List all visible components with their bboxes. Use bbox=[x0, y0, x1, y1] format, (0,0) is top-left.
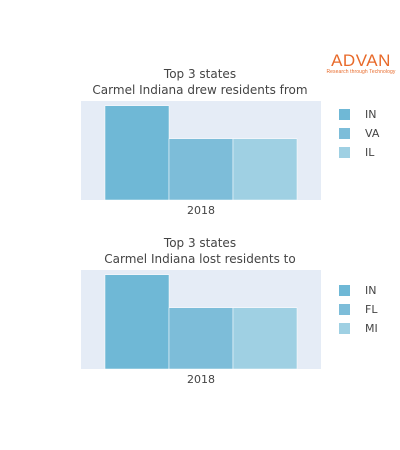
chart-2-legend-label-mi: MI bbox=[365, 322, 378, 335]
chart-1-legend-swatch-il bbox=[339, 147, 350, 158]
chart-2-bar-in bbox=[104, 274, 170, 370]
chart-1-legend-label-il: IL bbox=[365, 146, 375, 159]
chart-1-title: Top 3 states bbox=[163, 67, 236, 81]
logo-tagline: Research through Technology bbox=[326, 69, 396, 75]
advan-logo: ADVAN Research through Technology bbox=[326, 52, 396, 76]
chart-1-legend-label-va: VA bbox=[365, 127, 380, 140]
chart-2-subtitle: Carmel Indiana lost residents to bbox=[104, 252, 295, 266]
chart-2-title: Top 3 states bbox=[163, 236, 236, 250]
chart-1-subtitle: Carmel Indiana drew residents from bbox=[92, 83, 307, 97]
chart-2-legend-swatch-mi bbox=[339, 323, 350, 334]
chart-2-legend-label-fl: FL bbox=[365, 303, 378, 316]
chart-1-legend-swatch-va bbox=[339, 128, 350, 139]
chart-1-x-tick-label: 2018 bbox=[187, 204, 215, 217]
chart-1-bar-il bbox=[232, 138, 298, 201]
chart-1-legend-label-in: IN bbox=[365, 108, 376, 121]
chart-1-legend-swatch-in bbox=[339, 109, 350, 120]
chart-2-x-tick-label: 2018 bbox=[187, 373, 215, 386]
chart-2-bar-mi bbox=[232, 307, 298, 370]
chart-2-legend-swatch-fl bbox=[339, 304, 350, 315]
chart-1-bar-va bbox=[168, 138, 234, 201]
logo-wordmark: ADVAN bbox=[331, 51, 391, 70]
chart-2-legend-label-in: IN bbox=[365, 284, 376, 297]
chart-2-bar-fl bbox=[168, 307, 234, 370]
chart-2-legend-swatch-in bbox=[339, 285, 350, 296]
chart-1-bar-in bbox=[104, 105, 170, 201]
